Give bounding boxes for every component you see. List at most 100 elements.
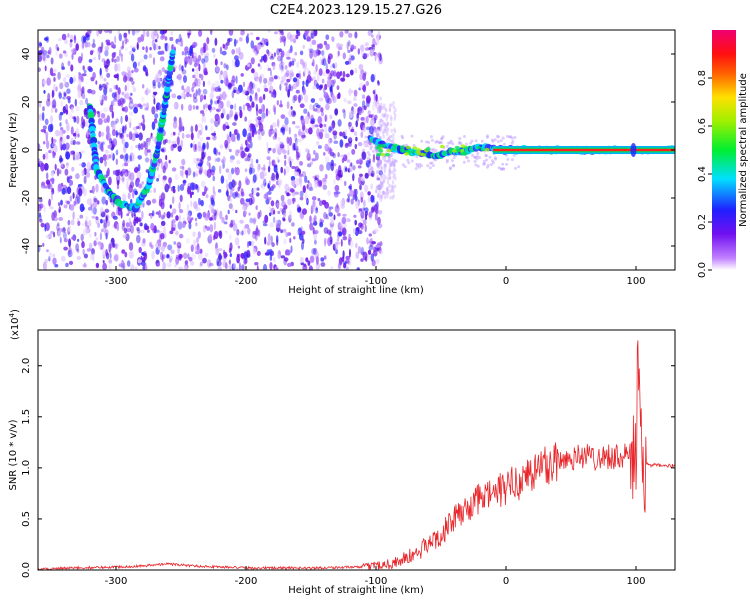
noise-blob (381, 123, 384, 127)
noise-blob (357, 141, 363, 147)
noise-blob (356, 112, 359, 122)
noise-blob (116, 55, 120, 63)
noise-blob (183, 265, 188, 270)
noise-blob (372, 90, 376, 95)
noise-blob (378, 223, 383, 229)
noise-blob (467, 159, 471, 163)
noise-blob (62, 184, 67, 190)
noise-blob (485, 158, 488, 162)
noise-blob (430, 148, 434, 152)
noise-blob (308, 265, 313, 270)
noise-blob (184, 260, 189, 265)
noise-blob (268, 51, 273, 56)
noise-blob (363, 105, 367, 111)
noise-blob (88, 67, 93, 73)
noise-blob (379, 124, 383, 129)
noise-blob (197, 247, 201, 252)
noise-blob (349, 69, 354, 76)
snr-scale-note: (x104) (8, 309, 21, 340)
noise-blob (53, 68, 57, 73)
noise-blob (272, 89, 276, 96)
colorbar-gradient (712, 30, 736, 270)
noise-blob (451, 159, 454, 163)
noise-blob (228, 247, 232, 254)
noise-blob (176, 136, 180, 145)
noise-blob (203, 104, 206, 111)
noise-blob (72, 139, 76, 146)
noise-blob (111, 52, 116, 59)
noise-blob (231, 90, 235, 99)
noise-blob (318, 180, 323, 187)
noise-blob (270, 200, 275, 207)
noise-blob (98, 52, 101, 61)
noise-blob (53, 232, 56, 238)
noise-blob (183, 88, 186, 94)
noise-blob (143, 253, 148, 261)
noise-blob (239, 219, 244, 224)
noise-blob (70, 106, 74, 113)
noise-blob (425, 140, 429, 144)
noise-blob (111, 100, 115, 106)
noise-blob (197, 141, 202, 149)
noise-blob (335, 249, 338, 255)
noise-blob (458, 140, 462, 144)
noise-blob (242, 128, 247, 138)
noise-blob (279, 207, 283, 212)
noise-blob (286, 56, 291, 60)
noise-blob (109, 241, 113, 251)
noise-blob (375, 206, 379, 215)
noise-blob (412, 143, 416, 147)
noise-blob (353, 89, 358, 97)
noise-blob (471, 153, 474, 157)
noise-blob (312, 217, 316, 224)
colorbar-label: Normalized spectral amplitude (738, 73, 749, 227)
noise-blob (68, 253, 73, 257)
noise-blob (364, 42, 369, 47)
noise-blob (77, 220, 81, 226)
noise-blob (379, 181, 383, 186)
noise-blob (268, 76, 274, 82)
noise-blob (199, 137, 204, 142)
noise-blob (96, 30, 99, 37)
noise-blob (333, 214, 336, 221)
noise-blob (372, 250, 378, 257)
noise-blob (99, 95, 103, 104)
noise-blob (109, 243, 113, 249)
noise-blob (238, 193, 241, 199)
noise-blob (68, 260, 74, 265)
noise-blob (53, 210, 57, 218)
noise-blob (91, 215, 96, 219)
noise-blob (363, 140, 367, 144)
noise-blob (315, 263, 320, 270)
noise-blob (306, 199, 309, 204)
noise-blob (389, 162, 392, 167)
noise-blob (445, 158, 449, 162)
noise-blob (250, 158, 254, 165)
noise-blob (352, 165, 356, 171)
noise-blob (63, 238, 68, 243)
noise-blob (116, 180, 120, 185)
noise-blob (114, 93, 117, 100)
noise-blob (169, 204, 172, 209)
noise-blob (501, 162, 505, 166)
noise-blob (76, 115, 80, 124)
noise-blob (59, 122, 62, 127)
noise-blob (130, 145, 133, 151)
noise-blob (102, 106, 108, 113)
noise-blob (416, 164, 420, 168)
noise-blob (512, 153, 516, 157)
noise-blob (135, 30, 139, 36)
ridge-blob (380, 144, 386, 148)
noise-blob (93, 198, 98, 203)
noise-blob (81, 169, 85, 177)
noise-blob (186, 211, 191, 218)
noise-blob (364, 135, 368, 139)
noise-blob (262, 263, 268, 270)
noise-blob (307, 180, 310, 184)
noise-blob (313, 230, 318, 234)
noise-blob (68, 238, 72, 248)
noise-blob (394, 108, 397, 112)
noise-blob (379, 186, 382, 191)
noise-blob (330, 239, 333, 245)
noise-blob (202, 88, 208, 95)
